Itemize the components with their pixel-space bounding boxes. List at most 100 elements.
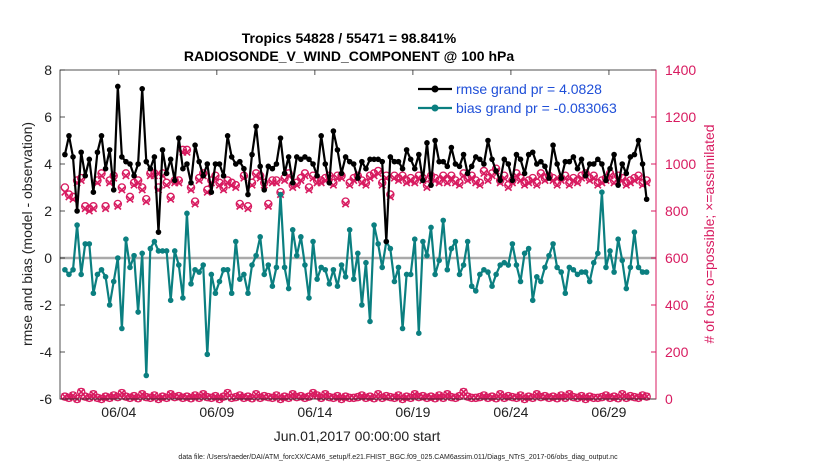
obs-assimilated-point	[626, 179, 635, 187]
rmse-point	[627, 154, 634, 160]
bias-point	[224, 266, 231, 273]
bias-point	[444, 266, 451, 273]
bias-point	[623, 285, 630, 292]
obs-possible-point	[251, 169, 261, 178]
obs-assimilated-point	[630, 176, 639, 185]
obs-possible-point	[569, 173, 578, 183]
bias-point	[155, 248, 162, 254]
obs-assimilated-point	[305, 186, 313, 194]
bias-point	[407, 271, 414, 278]
x-tick-label: 06/24	[493, 404, 528, 420]
bias-point	[595, 250, 601, 257]
bias-point	[599, 189, 605, 195]
bias-point	[371, 222, 377, 228]
obs-possible-point	[386, 190, 395, 199]
bias-point	[603, 264, 609, 271]
bias-point	[289, 227, 296, 233]
rmse-point	[399, 165, 406, 172]
rmse-point	[78, 149, 84, 156]
bias-point	[456, 271, 463, 278]
obs-assimilated-point	[313, 391, 321, 400]
rmse-point	[261, 187, 268, 193]
obs-assimilated-point	[166, 195, 175, 204]
rmse-point	[517, 156, 524, 163]
y-right-tick-label: 1400	[665, 62, 696, 78]
bias-point	[501, 259, 508, 266]
bias-point	[566, 264, 573, 271]
rmse-point	[501, 156, 508, 163]
obs-possible-point	[223, 176, 232, 185]
rmse-point	[562, 158, 569, 165]
obs-assimilated-point	[211, 392, 220, 400]
y-right-tick-label: 400	[665, 297, 689, 313]
bias-point	[62, 266, 68, 273]
rmse-point	[249, 151, 255, 158]
obs-possible-point	[113, 199, 123, 209]
obs-assimilated-point	[435, 391, 443, 400]
rmse-point	[139, 86, 145, 92]
obs-assimilated-point	[187, 186, 195, 194]
bias-point	[184, 210, 190, 217]
bias-point	[200, 262, 207, 268]
bias-point	[163, 248, 170, 254]
obs-possible-point	[64, 190, 74, 199]
bias-point	[135, 309, 141, 315]
bias-point	[355, 250, 361, 257]
rmse-point	[171, 177, 178, 184]
bias-point	[220, 266, 227, 273]
obs-assimilated-point	[105, 394, 114, 402]
bias-point	[293, 252, 300, 259]
x-tick-label: 06/14	[297, 404, 332, 420]
rmse-point	[460, 151, 467, 158]
rmse-point	[387, 154, 394, 160]
rmse-point	[558, 175, 565, 181]
rmse-point	[306, 156, 312, 163]
bias-point	[627, 264, 634, 271]
rmse-point	[615, 182, 621, 188]
bias-point	[273, 264, 280, 271]
bias-point	[159, 248, 166, 254]
obs-assimilated-point	[109, 391, 118, 400]
obs-assimilated-point	[138, 186, 146, 194]
bias-point	[452, 238, 459, 245]
bias-point	[318, 264, 324, 271]
bias-point	[643, 269, 650, 275]
bias-point	[635, 264, 642, 271]
rmse-point	[411, 165, 418, 172]
obs-possible-point	[264, 199, 273, 209]
chart-title-line2: RADIOSONDE_V_WIND_COMPONENT @ 100 hPa	[184, 48, 514, 64]
bias-point	[131, 252, 137, 259]
bias-point	[477, 271, 483, 278]
obs-assimilated-point	[358, 179, 366, 187]
bias-point	[615, 236, 621, 242]
obs-assimilated-point	[585, 176, 594, 185]
obs-assimilated-point	[634, 394, 643, 402]
bias-point	[574, 271, 581, 278]
obs-assimilated-point	[512, 394, 521, 402]
rmse-point	[208, 189, 215, 195]
obs-assimilated-point	[162, 181, 171, 189]
bias-point	[582, 269, 589, 275]
obs-assimilated-point	[565, 390, 574, 399]
obs-possible-point	[300, 169, 310, 178]
rmse-point	[241, 165, 247, 172]
bias-point	[171, 248, 178, 254]
bias-point	[66, 271, 72, 278]
obs-possible-point	[190, 197, 200, 206]
bias-point	[440, 217, 447, 224]
bias-point	[102, 274, 109, 280]
rmse-point	[350, 161, 357, 167]
rmse-point	[135, 161, 141, 167]
bias-point	[253, 252, 259, 259]
obs-possible-point	[589, 171, 599, 180]
rmse-point	[432, 137, 438, 144]
rmse-point	[582, 172, 589, 179]
obs-assimilated-point	[65, 193, 73, 201]
obs-assimilated-point	[199, 390, 207, 399]
bias-point	[110, 278, 117, 285]
obs-possible-point	[235, 199, 245, 209]
rmse-point	[542, 163, 548, 170]
bias-point	[493, 271, 499, 278]
obs-assimilated-point	[337, 174, 346, 182]
bias-point	[538, 278, 544, 285]
